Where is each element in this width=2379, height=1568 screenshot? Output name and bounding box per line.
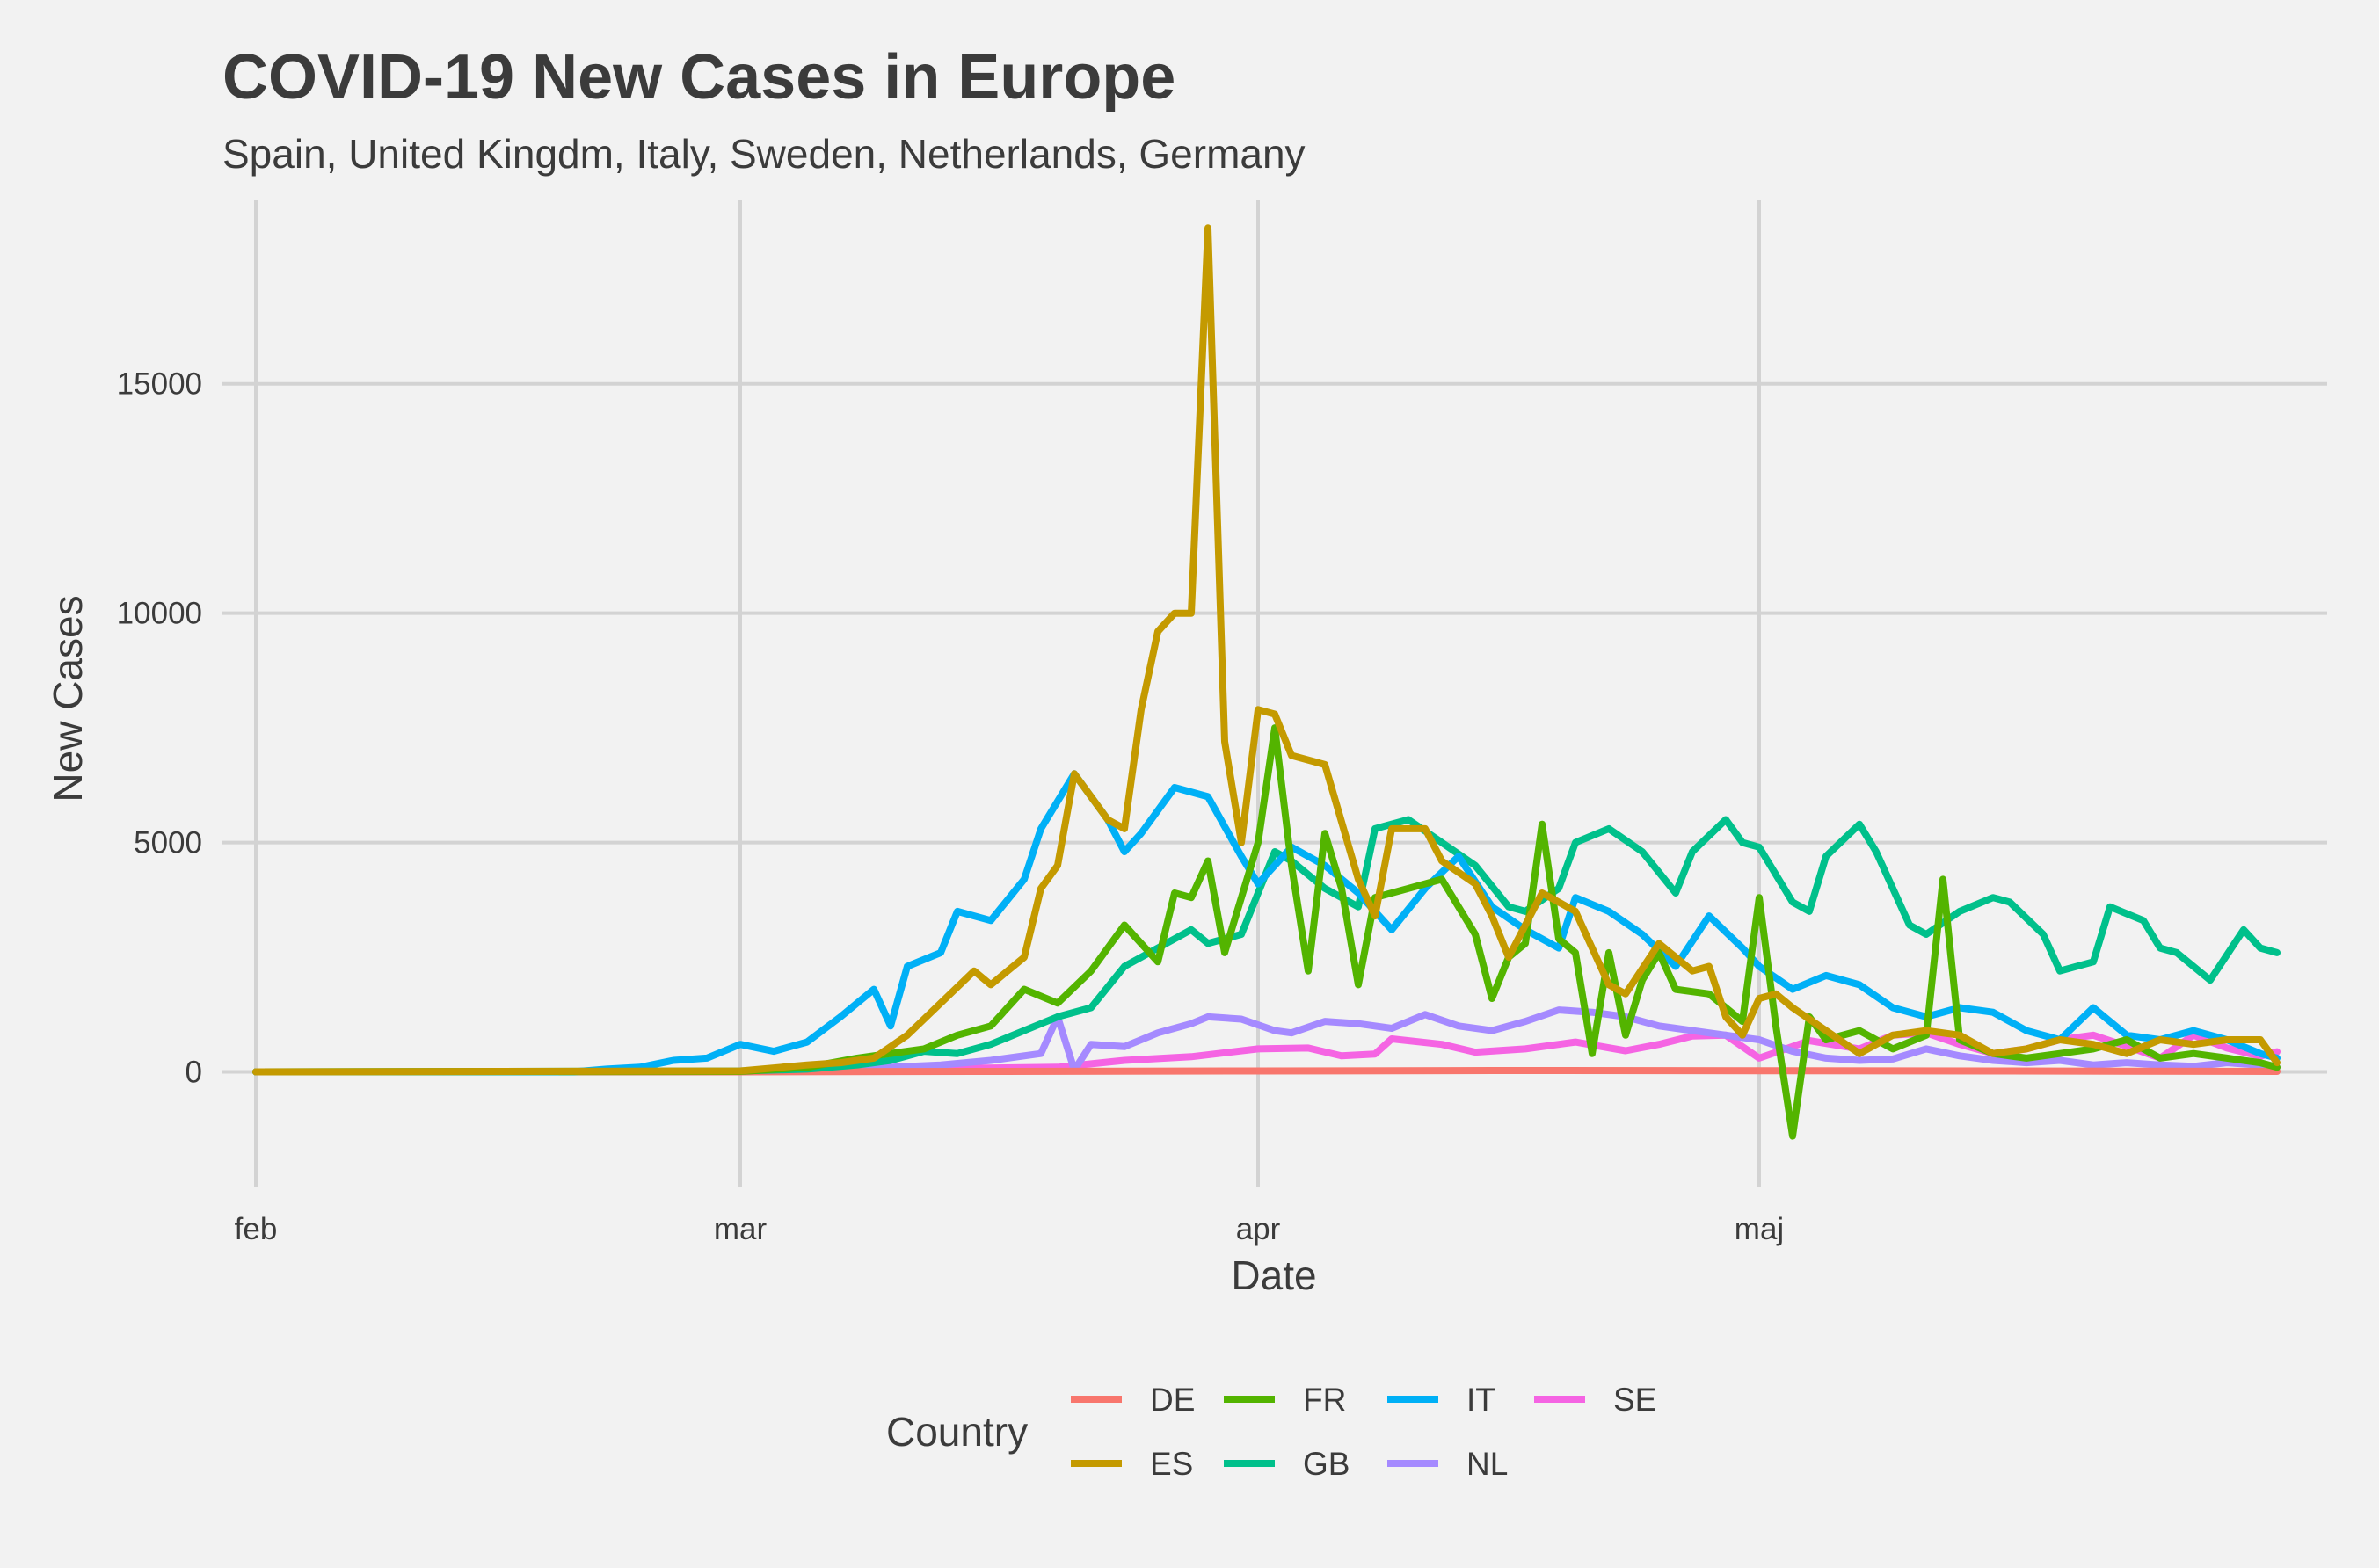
y-tick-label-0: 0 [186, 1056, 202, 1090]
x-tick-label-mar: mar [714, 1212, 768, 1246]
legend-item-nl: NL [1387, 1446, 1508, 1482]
legend-label-de: DE [1150, 1382, 1195, 1418]
x-tick-label-apr: apr [1236, 1212, 1281, 1246]
y-axis-title: New Cases [45, 595, 91, 802]
series-line-nl [252, 1006, 2281, 1076]
legend-item-it: IT [1387, 1382, 1495, 1418]
legend-label-se: SE [1613, 1382, 1656, 1418]
legend-label-es: ES [1150, 1446, 1193, 1482]
series-lines [252, 224, 2281, 1140]
x-axis-ticks: feb mar apr maj [235, 1212, 1785, 1246]
legend-title: Country [886, 1409, 1028, 1455]
y-tick-label-10000: 10000 [117, 597, 202, 631]
legend-label-fr: FR [1303, 1382, 1346, 1418]
chart-title: COVID-19 New Cases in Europe [222, 42, 1175, 113]
legend-item-es: ES [1071, 1446, 1193, 1482]
legend-label-it: IT [1466, 1382, 1495, 1418]
legend-label-nl: NL [1466, 1446, 1508, 1482]
legend-item-fr: FR [1224, 1382, 1346, 1418]
series-line-gb [252, 816, 2281, 1076]
legend-label-gb: GB [1303, 1446, 1350, 1482]
x-tick-label-feb: feb [235, 1212, 278, 1246]
legend-items: DE FR IT SE ES GB NL [1071, 1382, 1656, 1482]
chart-subtitle: Spain, United Kingdm, Italy, Sweden, Net… [222, 131, 1306, 177]
legend: Country DE FR IT SE ES GB NL [886, 1382, 1656, 1482]
legend-item-se: SE [1534, 1382, 1656, 1418]
y-axis-ticks: 0 5000 10000 15000 [117, 367, 202, 1090]
x-tick-label-maj: maj [1735, 1212, 1784, 1246]
y-tick-label-15000: 15000 [117, 367, 202, 402]
series-line-fr [252, 724, 2281, 1140]
series-line-es [252, 224, 2281, 1076]
x-axis-title: Date [1231, 1252, 1316, 1298]
y-tick-label-5000: 5000 [134, 826, 202, 860]
legend-item-gb: GB [1224, 1446, 1350, 1482]
legend-item-de: DE [1071, 1382, 1195, 1418]
